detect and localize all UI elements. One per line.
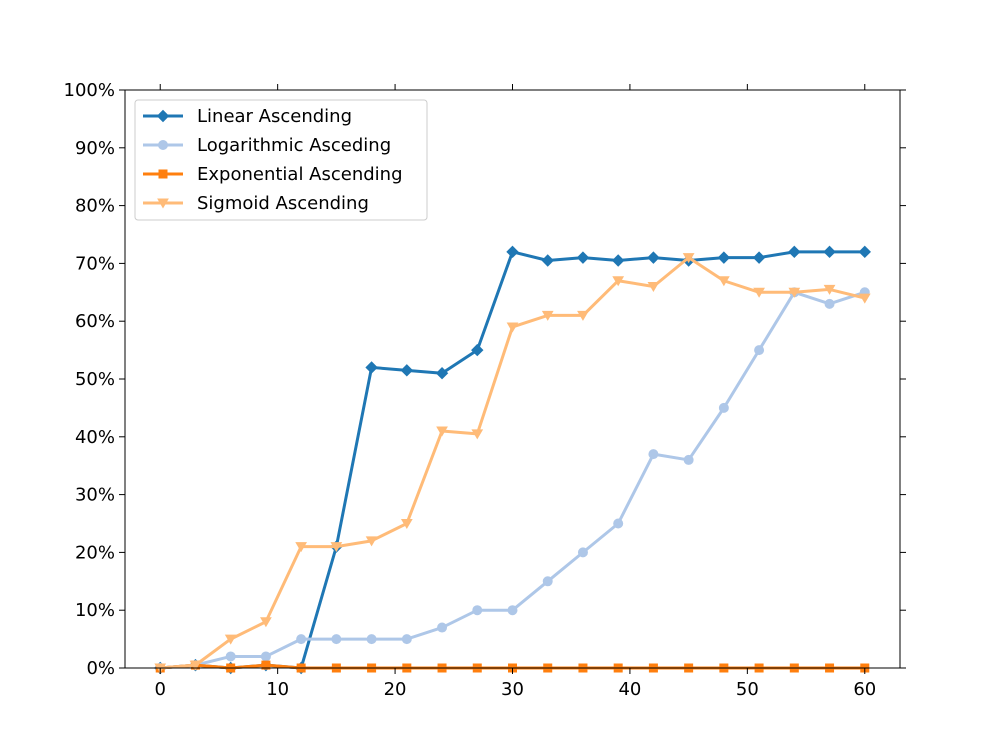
y-tick-label: 80% [75,196,115,217]
y-tick-label: 10% [75,600,115,621]
data-point-linear-ascending [471,343,484,357]
data-point-logarithmic-asceding [296,634,307,645]
data-point-sigmoid-ascending [858,293,871,304]
data-point-sigmoid-ascending [541,310,554,321]
data-point-sigmoid-ascending [260,617,272,628]
x-tick-label: 40 [618,679,641,700]
data-point-logarithmic-asceding [331,634,342,645]
y-tick-label: 60% [75,311,115,332]
data-point-sigmoid-ascending [717,276,730,287]
data-point-linear-ascending [788,245,801,259]
legend: Linear Ascending Logarithmic Asceding Expo… [134,99,428,221]
data-point-logarithmic-asceding [366,634,377,645]
data-point-logarithmic-asceding [472,605,483,616]
data-point-linear-ascending [752,251,766,264]
data-point-sigmoid-ascending [753,287,765,298]
data-point-logarithmic-asceding [542,576,553,587]
data-point-sigmoid-ascending [224,634,237,645]
x-tick-label: 0 [155,679,166,700]
y-tick-label: 40% [75,427,115,448]
data-point-sigmoid-ascending [295,542,308,553]
series-logarithmic-asceding [155,287,870,673]
data-point-logarithmic-asceding [718,402,729,413]
data-point-logarithmic-asceding [401,634,412,645]
data-point-sigmoid-ascending [365,536,378,547]
data-point-sigmoid-ascending [189,660,202,671]
legend-marker-sigmoid-ascending [157,198,169,209]
data-point-sigmoid-ascending [823,284,836,295]
data-point-logarithmic-asceding [260,651,271,662]
legend-item-sigmoid-ascending: Sigmoid Ascending [143,193,369,214]
data-point-linear-ascending [647,251,660,264]
data-point-sigmoid-ascending [612,276,625,287]
x-tick-label: 60 [853,679,876,700]
y-tick-label: 0% [86,658,115,679]
series-layer [154,245,871,675]
legend-marker-logarithmic-asceding [158,140,168,150]
legend-item-linear-ascending: Linear Ascending [143,106,352,127]
legend-label-sigmoid-ascending: Sigmoid Ascending [197,193,369,214]
legend-label-linear-ascending: Linear Ascending [197,106,352,127]
legend-marker-exponential-ascending [158,169,168,179]
y-tick-label: 20% [75,542,115,563]
x-tick-label: 50 [736,679,759,700]
data-point-logarithmic-asceding [437,622,448,633]
y-tick-label: 50% [75,369,115,390]
data-point-logarithmic-asceding [754,345,765,356]
data-point-sigmoid-ascending [577,310,589,321]
data-point-linear-ascending [400,364,414,377]
data-point-linear-ascending [576,251,590,264]
data-point-linear-ascending [541,254,554,267]
data-point-sigmoid-ascending [788,287,801,298]
data-point-logarithmic-asceding [613,518,624,529]
y-tick-label: 90% [75,138,115,159]
data-point-logarithmic-asceding [683,454,694,465]
data-point-sigmoid-ascending [330,542,343,553]
data-point-linear-ascending [717,251,731,264]
data-point-linear-ascending [365,361,378,374]
data-point-linear-ascending [823,245,836,259]
x-tick-label: 20 [384,679,407,700]
data-point-sigmoid-ascending [506,322,519,333]
data-point-logarithmic-asceding [577,547,588,558]
data-point-sigmoid-ascending [436,426,448,437]
legend-label-logarithmic-asceding: Logarithmic Asceding [197,135,391,156]
data-point-sigmoid-ascending [400,519,413,529]
data-point-exponential-ascending [261,660,271,670]
data-point-logarithmic-asceding [507,605,518,616]
x-tick-label: 30 [501,679,524,700]
data-point-logarithmic-asceding [824,298,835,309]
data-point-linear-ascending [611,254,625,267]
y-tick-label: 100% [64,80,115,101]
data-point-sigmoid-ascending [471,429,484,440]
axes-layer: 0 10 20 30 40 50 60 0% 10% 20% 30% 40% 50% 60% 70% 80% 9… [64,80,906,700]
legend-box [134,99,428,221]
data-point-logarithmic-asceding [648,449,659,460]
data-point-logarithmic-asceding [225,651,236,662]
data-point-sigmoid-ascending [647,282,660,293]
legend-item-logarithmic-asceding: Logarithmic Asceding [143,135,391,156]
y-tick-label: 30% [75,485,115,506]
y-tick-label: 70% [75,253,115,274]
legend-marker-linear-ascending [156,109,170,123]
series-sigmoid-ascending [154,253,871,674]
data-point-sigmoid-ascending [682,253,695,264]
data-point-linear-ascending [506,245,519,259]
legend-item-exponential-ascending: Exponential Ascending [143,164,403,185]
data-point-linear-ascending [858,245,871,259]
x-tick-label: 10 [266,679,289,700]
data-point-linear-ascending [435,367,449,380]
legend-label-exponential-ascending: Exponential Ascending [197,164,403,185]
